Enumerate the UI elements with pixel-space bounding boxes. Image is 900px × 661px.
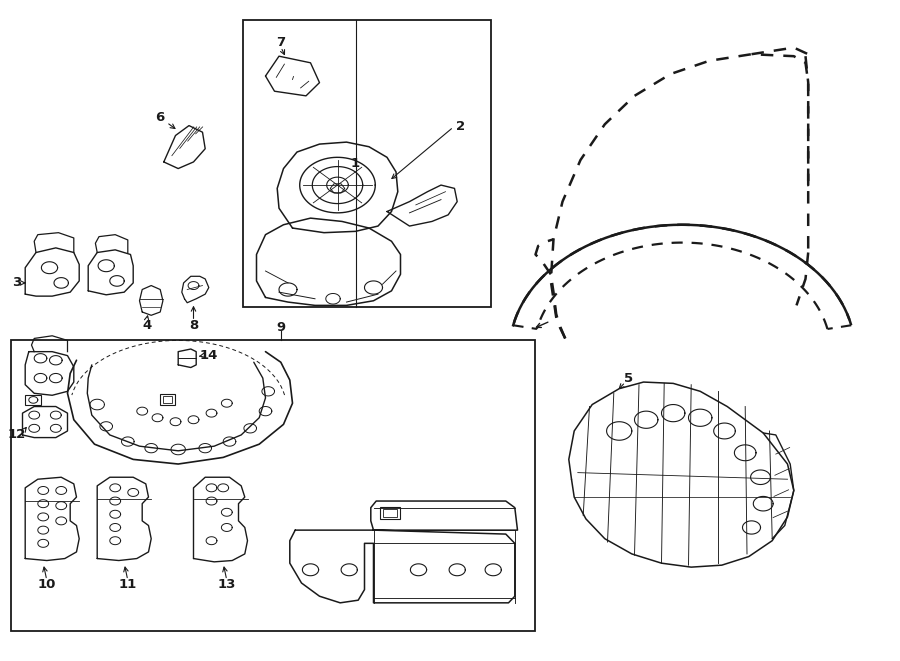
Bar xyxy=(25,395,41,405)
Text: 13: 13 xyxy=(218,578,236,592)
Bar xyxy=(11,340,535,631)
Text: 5: 5 xyxy=(624,371,633,385)
Text: 4: 4 xyxy=(142,319,151,332)
Bar xyxy=(163,396,172,403)
Text: 11: 11 xyxy=(119,578,137,592)
Bar xyxy=(380,507,400,519)
Text: 14: 14 xyxy=(200,349,218,362)
Text: 12: 12 xyxy=(7,428,25,442)
Text: 6: 6 xyxy=(156,111,165,124)
Bar xyxy=(243,20,491,307)
Bar xyxy=(160,394,175,405)
Text: 9: 9 xyxy=(276,321,285,334)
Bar xyxy=(382,509,397,517)
Text: 8: 8 xyxy=(189,319,198,332)
Text: 10: 10 xyxy=(38,578,56,592)
Text: 7: 7 xyxy=(276,36,285,50)
Text: 1: 1 xyxy=(351,157,360,171)
Text: 2: 2 xyxy=(456,120,465,134)
Text: 3: 3 xyxy=(12,276,21,290)
